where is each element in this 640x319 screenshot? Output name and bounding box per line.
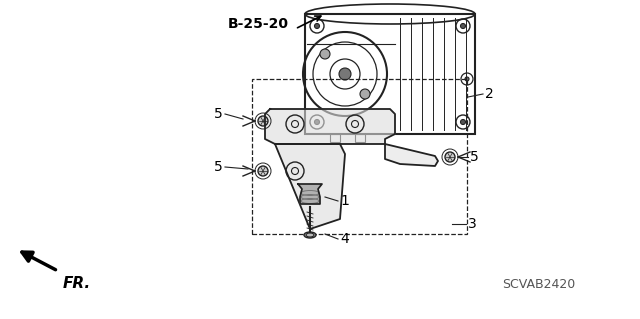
Bar [355,134,365,142]
Polygon shape [265,109,395,144]
Text: SCVAB2420: SCVAB2420 [502,278,575,291]
Circle shape [461,24,465,28]
Text: 3: 3 [468,217,477,231]
Circle shape [258,116,268,126]
Circle shape [320,49,330,59]
Text: 5: 5 [214,160,223,174]
Bar [252,79,467,234]
Circle shape [314,120,319,124]
Circle shape [314,24,319,28]
Text: 2: 2 [485,87,493,101]
Circle shape [445,152,455,162]
Circle shape [339,68,351,80]
Polygon shape [298,184,322,204]
Bar [330,134,340,142]
Circle shape [360,89,370,99]
Text: 5: 5 [470,150,479,164]
Text: 4: 4 [340,232,349,246]
Ellipse shape [304,232,316,238]
Circle shape [461,120,465,124]
Text: 1: 1 [340,194,349,208]
Circle shape [258,166,268,176]
Circle shape [465,77,469,81]
Text: FR.: FR. [63,276,91,291]
Polygon shape [385,144,438,166]
Polygon shape [275,144,345,229]
Bar [305,14,475,134]
Text: 5: 5 [214,107,223,121]
Text: B-25-20: B-25-20 [228,17,289,31]
